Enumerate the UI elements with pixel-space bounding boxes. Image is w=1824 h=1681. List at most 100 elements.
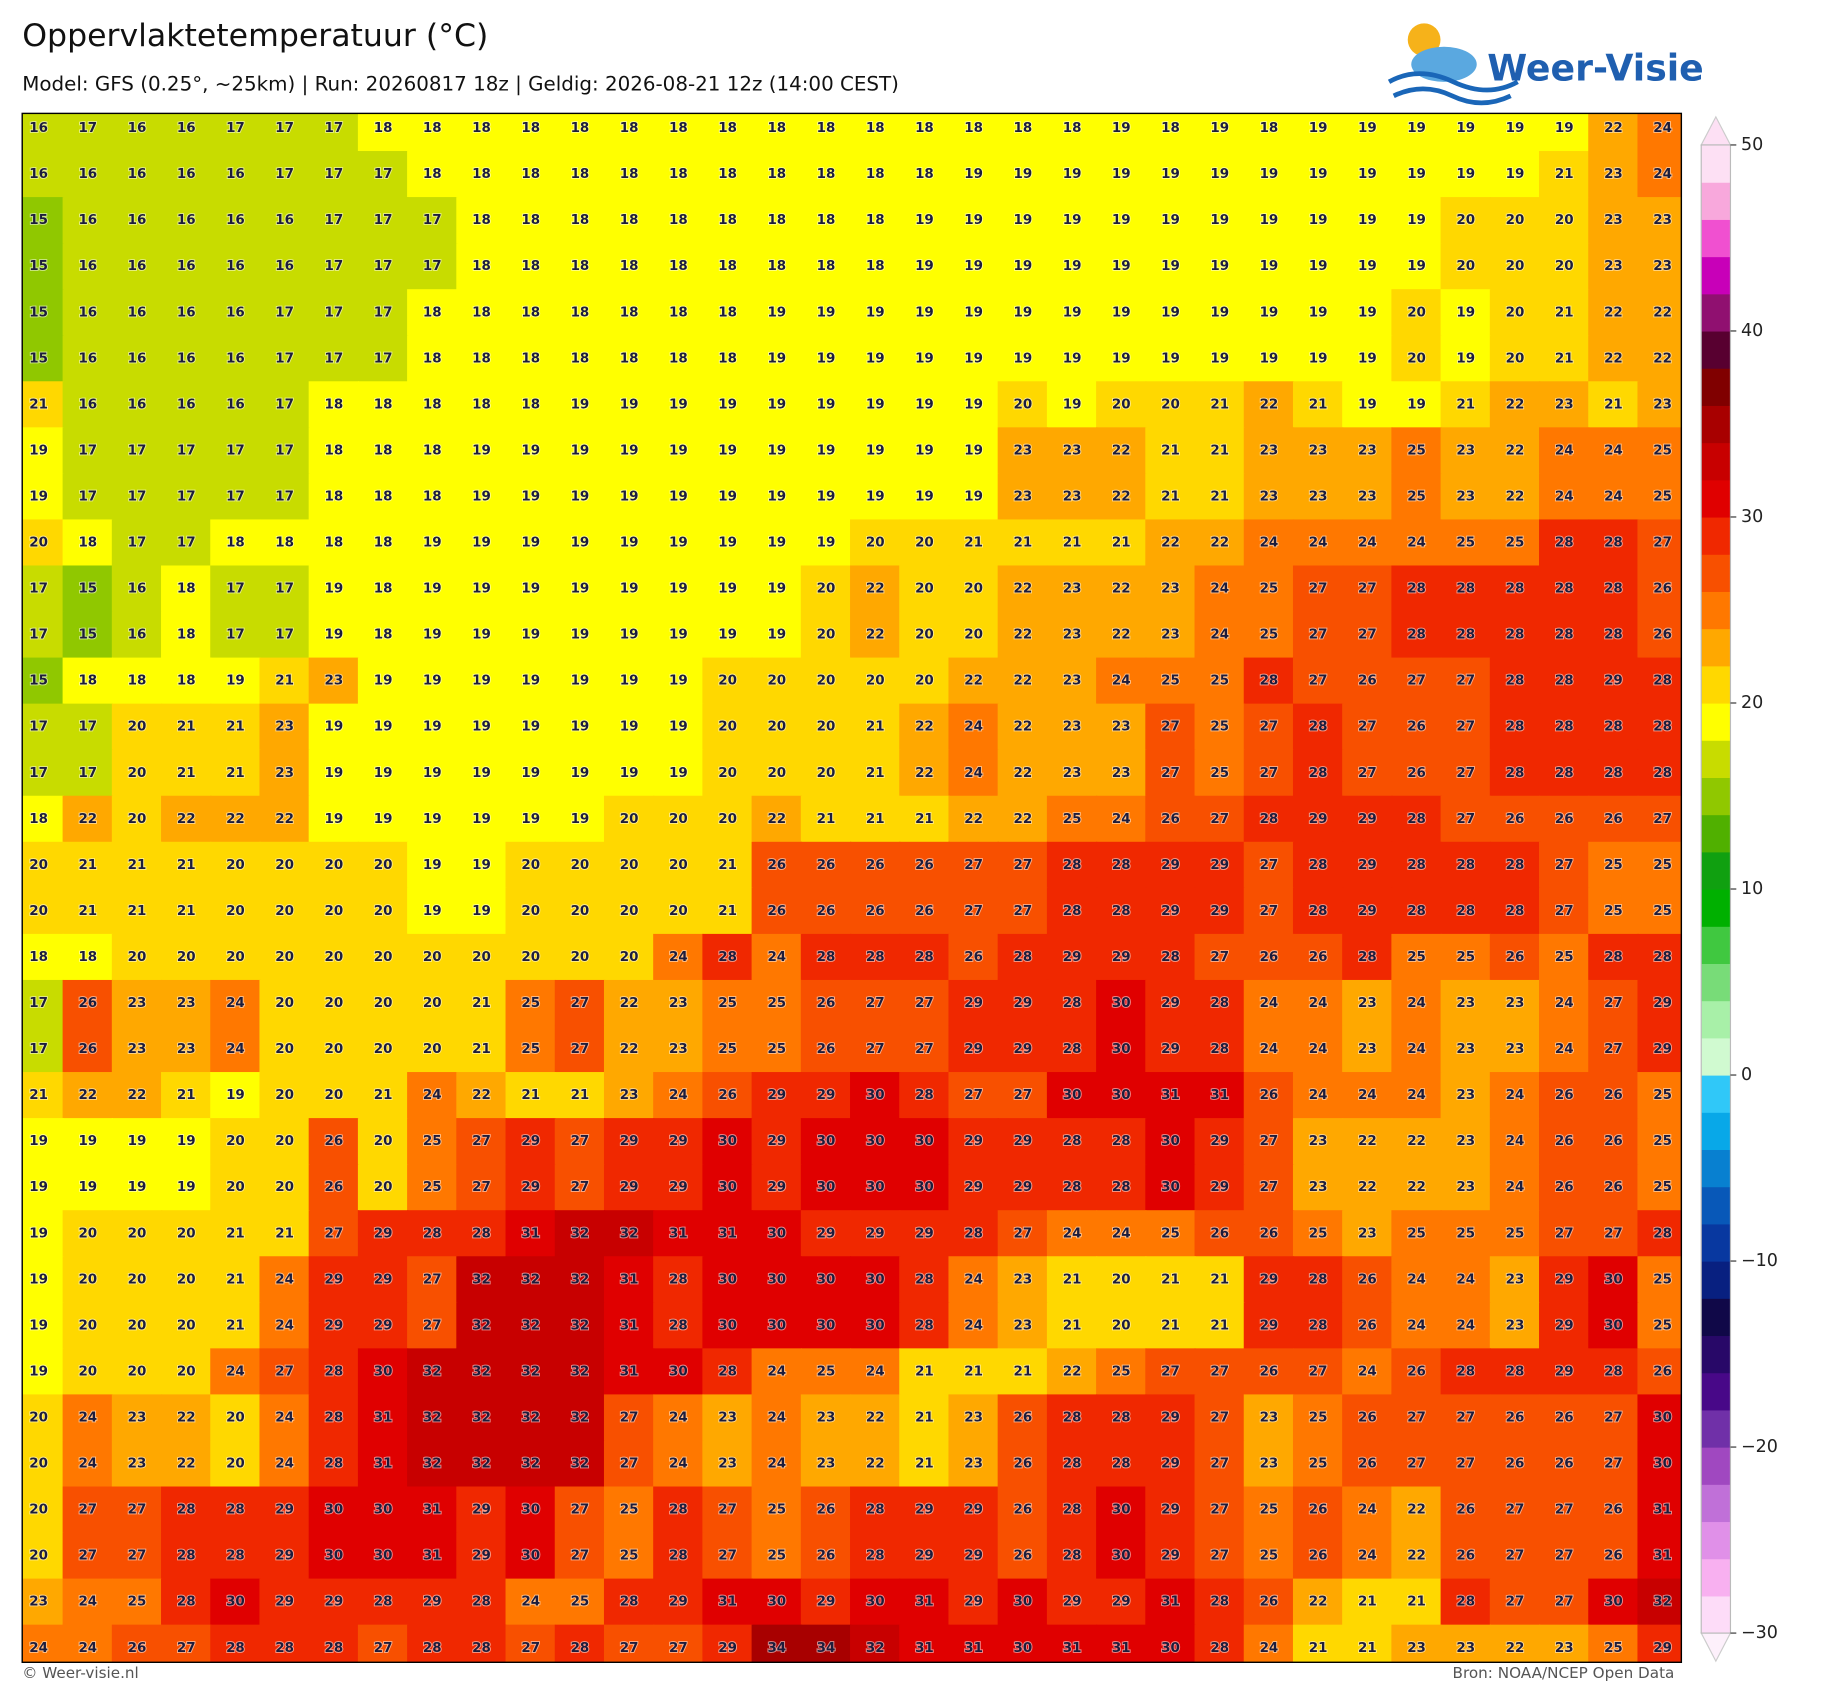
temperature-cell (800, 427, 852, 475)
temperature-label: 28 (1112, 858, 1131, 873)
temperature-cell (357, 289, 409, 337)
temperature-cell (800, 1164, 852, 1212)
temperature-cell (1391, 1348, 1442, 1396)
temperature-cell (1588, 933, 1639, 982)
colorbar-band (1701, 591, 1731, 630)
temperature-cell (653, 933, 704, 982)
temperature-cell (1637, 703, 1682, 751)
temperature-cell (1194, 519, 1245, 567)
temperature-cell (653, 565, 704, 613)
temperature-cell (1145, 1118, 1196, 1166)
temperature-cell (1489, 1302, 1541, 1350)
temperature-cell (210, 151, 261, 199)
temperature-cell (1194, 427, 1245, 475)
temperature-cell (259, 1440, 310, 1488)
temperature-cell (1637, 933, 1682, 982)
temperature-label: 16 (226, 167, 245, 182)
temperature-cell (850, 1624, 901, 1663)
temperature-cell (1145, 1486, 1196, 1534)
temperature-cell (1145, 519, 1196, 567)
temperature-cell (899, 1164, 950, 1212)
temperature-cell (259, 841, 310, 890)
temperature-cell (22, 887, 64, 936)
colorbar-band (1701, 219, 1731, 258)
temperature-label: 26 (1309, 1503, 1328, 1518)
temperature-cell (1342, 243, 1393, 291)
temperature-label: 28 (1456, 858, 1475, 873)
temperature-cell (948, 1164, 999, 1212)
temperature-label: 19 (1506, 121, 1525, 136)
temperature-label: 27 (1260, 1134, 1279, 1149)
temperature-label: 26 (1555, 1088, 1574, 1103)
temperature-cell (407, 1164, 458, 1212)
temperature-label: 30 (1604, 1318, 1623, 1333)
temperature-cell (308, 1394, 360, 1442)
temperature-label: 19 (718, 489, 737, 504)
temperature-cell (407, 1072, 458, 1120)
temperature-cell (1391, 519, 1442, 567)
temperature-cell (161, 703, 212, 751)
temperature-label: 28 (1407, 582, 1426, 597)
temperature-label: 24 (78, 1457, 97, 1472)
temperature-label: 19 (718, 582, 737, 597)
temperature-label: 30 (1604, 1595, 1623, 1610)
temperature-cell (1243, 289, 1295, 337)
temperature-label: 18 (325, 489, 344, 504)
temperature-label: 23 (1161, 628, 1180, 643)
temperature-label: 23 (1014, 489, 1033, 504)
temperature-label: 17 (374, 167, 393, 182)
temperature-label: 29 (1161, 858, 1180, 873)
temperature-label: 27 (1555, 1226, 1574, 1241)
temperature-label: 21 (866, 766, 885, 781)
temperature-label: 28 (472, 1595, 491, 1610)
temperature-cell (210, 565, 261, 613)
temperature-cell (161, 113, 212, 153)
temperature-cell (1637, 565, 1682, 613)
temperature-label: 18 (620, 167, 639, 182)
temperature-label: 19 (767, 628, 786, 643)
temperature-label: 19 (472, 489, 491, 504)
colorbar-band (1701, 1149, 1731, 1188)
temperature-label: 19 (29, 1318, 48, 1333)
temperature-label: 20 (1407, 305, 1426, 320)
temperature-label: 29 (915, 1226, 934, 1241)
temperature-cell (259, 197, 310, 245)
temperature-label: 26 (1358, 1272, 1377, 1287)
temperature-label: 27 (964, 904, 983, 919)
temperature-label: 19 (620, 674, 639, 689)
temperature-label: 19 (1358, 397, 1377, 412)
temperature-label: 22 (1407, 1134, 1426, 1149)
temperature-cell (259, 979, 310, 1028)
temperature-label: 18 (571, 213, 590, 228)
temperature-label: 29 (1014, 1042, 1033, 1057)
temperature-label: 29 (1161, 1457, 1180, 1472)
temperature-cell (1539, 933, 1590, 982)
temperature-label: 27 (1210, 1411, 1229, 1426)
temperature-cell (948, 1624, 999, 1663)
temperature-label: 28 (1063, 996, 1082, 1011)
temperature-cell (161, 427, 212, 475)
temperature-cell (1342, 197, 1393, 245)
temperature-cell (899, 113, 950, 153)
temperature-label: 20 (78, 1272, 97, 1287)
temperature-cell (62, 749, 113, 797)
temperature-label: 20 (275, 1180, 294, 1195)
temperature-label: 20 (325, 950, 344, 965)
temperature-label: 27 (423, 1318, 442, 1333)
temperature-label: 28 (915, 950, 934, 965)
temperature-cell (505, 1578, 556, 1626)
temperature-cell (1243, 795, 1295, 843)
temperature-cell (1194, 749, 1245, 797)
temperature-label: 17 (128, 536, 147, 551)
temperature-label: 20 (325, 1042, 344, 1057)
temperature-label: 20 (767, 766, 786, 781)
temperature-cell (357, 335, 409, 383)
temperature-cell (653, 611, 704, 659)
temperature-label: 19 (521, 582, 540, 597)
temperature-label: 18 (78, 536, 97, 551)
temperature-cell (111, 473, 163, 521)
temperature-label: 26 (866, 858, 885, 873)
temperature-cell (800, 611, 852, 659)
temperature-label: 27 (1506, 1503, 1525, 1518)
colorbar-band (1701, 1447, 1731, 1485)
